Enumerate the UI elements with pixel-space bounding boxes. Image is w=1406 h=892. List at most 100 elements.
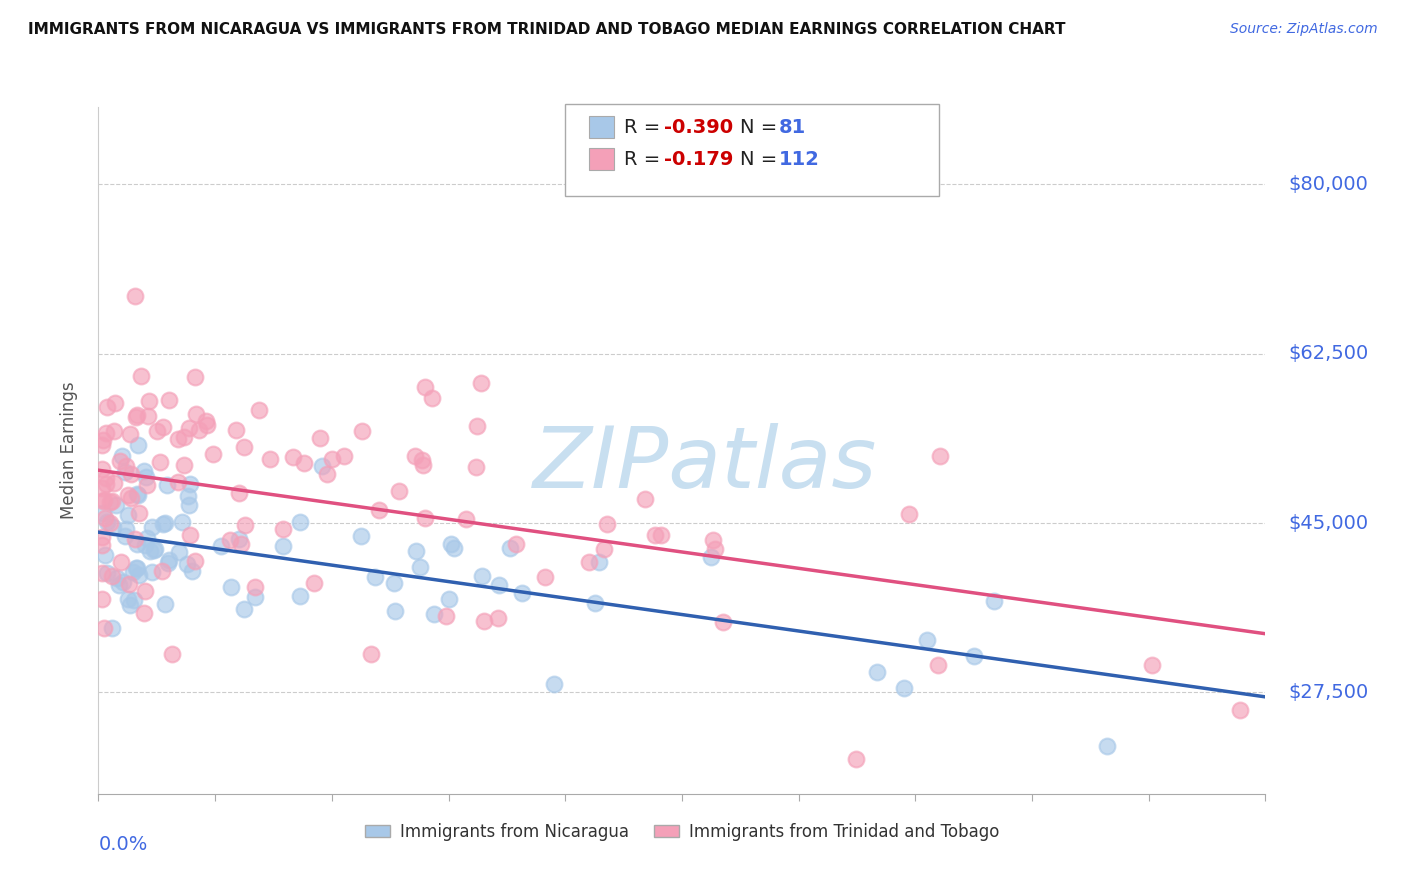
Point [471, 569, 494, 583]
Point [114, 522, 136, 536]
Point [128, 506, 150, 520]
Point [134, 538, 156, 552]
Point [176, 558, 198, 572]
Point [91, 481, 114, 495]
Point [96, 400, 118, 414]
Point [167, 475, 190, 489]
Point [117, 508, 139, 522]
Point [898, 507, 921, 521]
Point [157, 557, 180, 571]
Point [132, 606, 155, 620]
Point [115, 459, 138, 474]
Point [470, 376, 492, 390]
Point [350, 424, 373, 438]
Point [247, 402, 270, 417]
Point [578, 555, 600, 569]
Point [91, 592, 114, 607]
Point [292, 456, 315, 470]
Point [412, 458, 434, 473]
Point [96, 566, 118, 580]
Point [111, 449, 134, 463]
Point [543, 677, 565, 691]
Point [134, 464, 156, 478]
Point [91, 538, 114, 552]
Point [170, 516, 193, 530]
Point [634, 491, 657, 506]
Point [711, 615, 734, 629]
Point [184, 407, 207, 421]
Point [588, 555, 610, 569]
Point [136, 409, 159, 423]
Point [382, 575, 405, 590]
Point [122, 565, 145, 579]
Point [110, 454, 132, 468]
Text: R =: R = [623, 118, 666, 137]
Legend: Immigrants from Nicaragua, Immigrants from Trinidad and Tobago: Immigrants from Nicaragua, Immigrants fr… [359, 816, 1005, 847]
Text: IMMIGRANTS FROM NICARAGUA VS IMMIGRANTS FROM TRINIDAD AND TOBAGO MEDIAN EARNINGS: IMMIGRANTS FROM NICARAGUA VS IMMIGRANTS … [28, 22, 1066, 37]
Point [413, 510, 436, 524]
Point [157, 553, 180, 567]
Point [195, 414, 218, 428]
Point [93, 511, 115, 525]
Point [866, 665, 889, 680]
Point [125, 561, 148, 575]
Point [135, 477, 157, 491]
Point [141, 520, 163, 534]
Point [114, 465, 136, 479]
Point [443, 541, 465, 555]
FancyBboxPatch shape [565, 103, 939, 196]
Point [93, 621, 115, 635]
Point [118, 577, 141, 591]
FancyBboxPatch shape [589, 148, 614, 170]
Text: -0.390: -0.390 [665, 118, 734, 137]
Text: N =: N = [741, 151, 783, 169]
Point [350, 529, 373, 543]
Point [464, 459, 486, 474]
Point [420, 391, 443, 405]
Point [1140, 657, 1163, 672]
Point [142, 542, 165, 557]
Point [91, 438, 114, 452]
Point [228, 486, 250, 500]
Point [127, 488, 149, 502]
Point [465, 419, 488, 434]
Point [699, 549, 721, 564]
Point [963, 649, 986, 664]
Point [124, 289, 146, 303]
Point [650, 528, 672, 542]
Point [100, 495, 122, 509]
Point [388, 483, 411, 498]
Point [181, 564, 204, 578]
Point [499, 541, 522, 555]
Point [309, 431, 332, 445]
Text: ZIPatlas: ZIPatlas [533, 423, 877, 506]
Point [271, 522, 294, 536]
Point [179, 528, 201, 542]
Point [364, 570, 387, 584]
Point [177, 490, 200, 504]
Point [118, 598, 141, 612]
Point [179, 476, 201, 491]
Point [209, 540, 232, 554]
Point [124, 532, 146, 546]
Point [153, 516, 176, 531]
Point [146, 424, 169, 438]
Point [107, 578, 129, 592]
Point [117, 488, 139, 502]
Point [127, 438, 149, 452]
Point [157, 392, 180, 407]
Point [243, 590, 266, 604]
Text: -0.179: -0.179 [665, 151, 734, 169]
Point [893, 681, 915, 695]
Point [91, 530, 114, 544]
Point [188, 423, 211, 437]
Point [360, 647, 382, 661]
Point [384, 604, 406, 618]
Point [153, 597, 176, 611]
Point [127, 560, 149, 574]
Point [117, 591, 139, 606]
Point [96, 426, 118, 441]
Point [404, 450, 426, 464]
Point [197, 418, 219, 433]
Point [219, 533, 242, 548]
